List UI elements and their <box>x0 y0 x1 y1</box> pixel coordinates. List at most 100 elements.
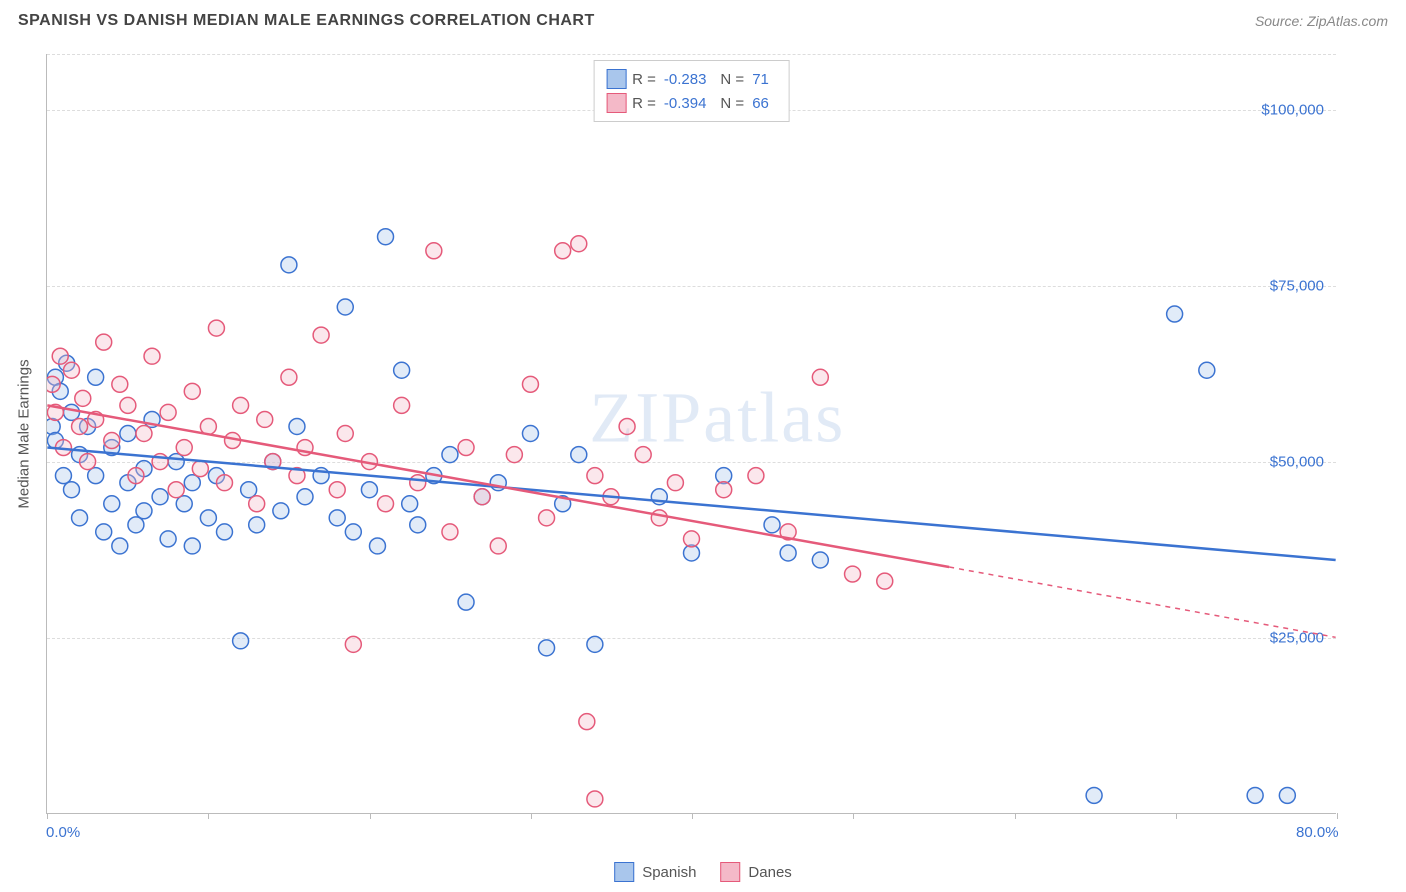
legend-n-label: N = <box>720 71 744 88</box>
data-point <box>1199 362 1215 378</box>
chart-title: SPANISH VS DANISH MEDIAN MALE EARNINGS C… <box>18 12 595 30</box>
data-point <box>176 496 192 512</box>
data-point <box>217 475 233 491</box>
legend-item: Spanish <box>614 862 696 882</box>
data-point <box>200 510 216 526</box>
x-tick <box>370 813 371 819</box>
data-point <box>812 369 828 385</box>
correlation-legend: R =-0.283N =71R =-0.394N =66 <box>593 60 790 122</box>
x-tick <box>208 813 209 819</box>
data-point <box>345 636 361 652</box>
data-point <box>75 390 91 406</box>
data-point <box>812 552 828 568</box>
data-point <box>506 447 522 463</box>
legend-n-value: 66 <box>752 95 769 112</box>
series-legend: Spanish Danes <box>614 862 792 882</box>
data-point <box>184 383 200 399</box>
data-point <box>402 496 418 512</box>
legend-r-label: R = <box>632 95 656 112</box>
data-point <box>748 468 764 484</box>
data-point <box>458 594 474 610</box>
data-point <box>96 334 112 350</box>
data-point <box>313 327 329 343</box>
data-point <box>394 397 410 413</box>
data-point <box>96 524 112 540</box>
data-point <box>241 482 257 498</box>
legend-label: Danes <box>748 864 791 881</box>
data-point <box>55 468 71 484</box>
data-point <box>490 538 506 554</box>
data-point <box>160 404 176 420</box>
legend-n-label: N = <box>720 95 744 112</box>
data-point <box>539 510 555 526</box>
data-point <box>579 714 595 730</box>
data-point <box>635 447 651 463</box>
data-point <box>337 426 353 442</box>
legend-r-value: -0.283 <box>664 71 707 88</box>
legend-row: R =-0.394N =66 <box>606 91 777 115</box>
data-point <box>64 404 80 420</box>
data-point <box>329 482 345 498</box>
data-point <box>522 426 538 442</box>
data-point <box>72 510 88 526</box>
x-tick <box>692 813 693 819</box>
data-point <box>297 489 313 505</box>
data-point <box>128 468 144 484</box>
data-point <box>1167 306 1183 322</box>
legend-swatch <box>614 862 634 882</box>
data-point <box>410 475 426 491</box>
data-point <box>176 440 192 456</box>
data-point <box>120 397 136 413</box>
data-point <box>1247 787 1263 803</box>
data-point <box>144 348 160 364</box>
data-point <box>716 482 732 498</box>
x-axis-label: 0.0% <box>46 824 80 841</box>
data-point <box>1279 787 1295 803</box>
data-point <box>184 475 200 491</box>
x-tick <box>1176 813 1177 819</box>
data-point <box>877 573 893 589</box>
data-point <box>539 640 555 656</box>
x-tick <box>1337 813 1338 819</box>
legend-label: Spanish <box>642 864 696 881</box>
data-point <box>249 496 265 512</box>
scatter-svg <box>47 54 1336 813</box>
data-point <box>410 517 426 533</box>
data-point <box>845 566 861 582</box>
data-point <box>587 636 603 652</box>
data-point <box>168 454 184 470</box>
x-tick <box>47 813 48 819</box>
legend-swatch <box>720 862 740 882</box>
legend-row: R =-0.283N =71 <box>606 67 777 91</box>
data-point <box>394 362 410 378</box>
data-point <box>329 510 345 526</box>
data-point <box>64 482 80 498</box>
data-point <box>619 418 635 434</box>
data-point <box>273 503 289 519</box>
x-tick <box>1015 813 1016 819</box>
data-point <box>233 633 249 649</box>
chart-plot-area: ZIPatlas R =-0.283N =71R =-0.394N =66 $2… <box>46 54 1336 814</box>
data-point <box>780 545 796 561</box>
data-point <box>249 517 265 533</box>
data-point <box>587 791 603 807</box>
data-point <box>378 496 394 512</box>
data-point <box>667 475 683 491</box>
data-point <box>337 299 353 315</box>
data-point <box>361 482 377 498</box>
data-point <box>281 369 297 385</box>
data-point <box>289 418 305 434</box>
data-point <box>369 538 385 554</box>
data-point <box>233 397 249 413</box>
data-point <box>257 411 273 427</box>
data-point <box>136 503 152 519</box>
data-point <box>152 489 168 505</box>
data-point <box>192 461 208 477</box>
data-point <box>651 510 667 526</box>
data-point <box>47 376 60 392</box>
data-point <box>442 524 458 540</box>
data-point <box>474 489 490 505</box>
data-point <box>458 440 474 456</box>
data-point <box>120 426 136 442</box>
data-point <box>88 369 104 385</box>
